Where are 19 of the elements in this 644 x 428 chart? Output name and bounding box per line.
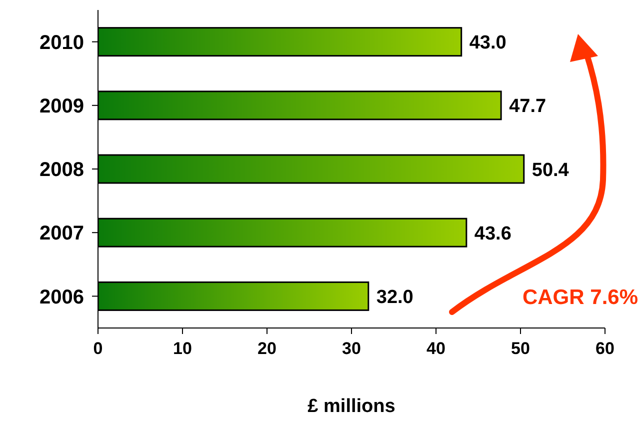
x-axis-title: £ millions xyxy=(306,396,396,418)
x-tick-label: 30 xyxy=(342,339,361,358)
x-tick-label: 20 xyxy=(258,339,276,358)
y-tick-label: 2008 xyxy=(40,159,84,182)
x-tick-label: 10 xyxy=(173,339,192,358)
x-tick-label: 60 xyxy=(596,339,614,358)
data-label: 50.4 xyxy=(532,160,570,181)
y-tick-label: 2006 xyxy=(40,286,84,308)
x-tick-label: 40 xyxy=(426,339,446,358)
x-tick-label: 50 xyxy=(511,339,530,358)
y-tick-label: 2007 xyxy=(40,222,84,245)
data-label: 43.0 xyxy=(469,32,506,54)
data-label: 43.6 xyxy=(474,223,512,244)
annotation: CAGR 7.6% xyxy=(522,286,638,310)
data-label: 47.7 xyxy=(509,96,546,118)
x-tick-label: 0 xyxy=(93,339,103,358)
y-tick-label: 2009 xyxy=(40,96,84,118)
data-label: 32.0 xyxy=(376,286,414,308)
y-tick-label: 2010 xyxy=(40,32,84,54)
